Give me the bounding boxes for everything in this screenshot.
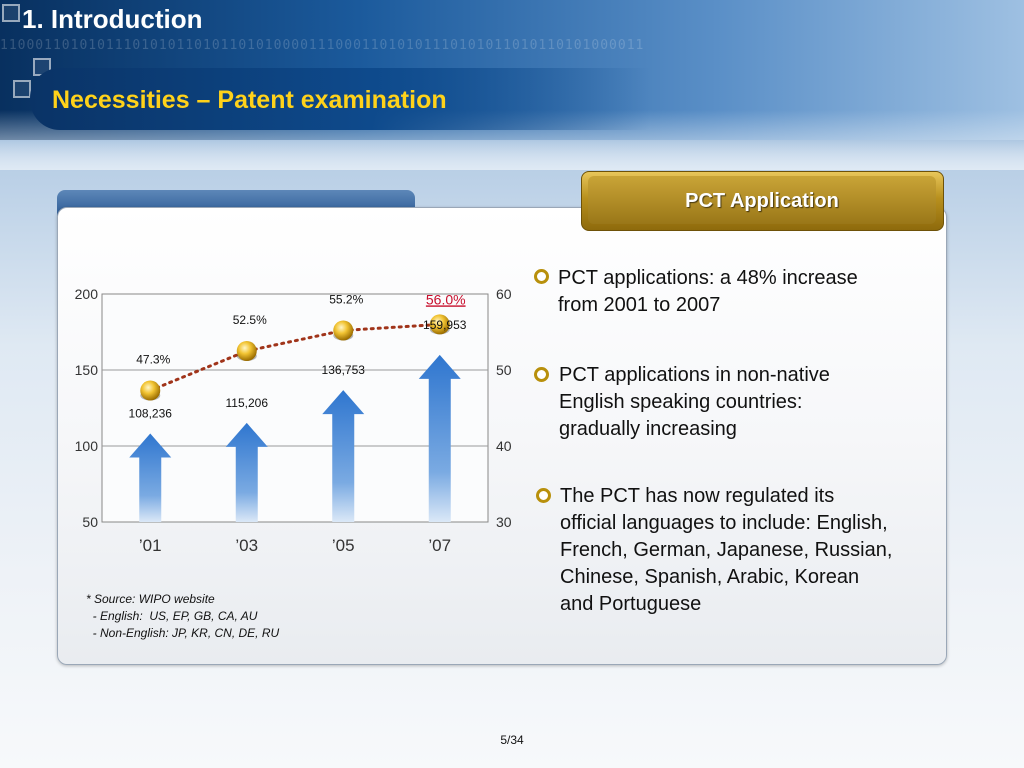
bullet-line: English speaking countries: [559, 391, 803, 413]
source-line: * Source: WIPO website [86, 592, 215, 606]
bullet-text: The PCT has now regulated its official l… [560, 483, 892, 618]
bullet-icon [534, 367, 549, 382]
bullet-line: official languages to include: English, [560, 512, 888, 534]
bullet-line: PCT applications: a 48% increase [558, 267, 858, 289]
right-axis-tick: 50 [496, 362, 512, 378]
page-number: 5/34 [500, 733, 524, 747]
bullet-line: and Portuguese [560, 593, 702, 615]
bullet-line: from 2001 to 2007 [558, 294, 721, 316]
right-axis-tick: 40 [496, 438, 512, 454]
page-subtitle: Necessities – Patent examination [52, 86, 447, 114]
source-line: - English: US, EP, GB, CA, AU [86, 609, 258, 623]
trend-line [148, 322, 442, 393]
trend-point-label: 47.3% [136, 353, 170, 367]
x-axis-tick: ’03 [235, 536, 258, 555]
trend-point [236, 341, 257, 361]
bullet-line: PCT applications in non-native [559, 364, 830, 386]
bar-value-label: 108,236 [129, 406, 173, 420]
trend-point [429, 314, 450, 335]
bullet-text: PCT applications in non-native English s… [559, 362, 830, 443]
bullet-line: gradually increasing [559, 418, 737, 440]
bar-value-label: 159,953 [423, 318, 467, 332]
trend-point [140, 380, 161, 401]
pct-tab-title: PCT Application [685, 190, 839, 212]
right-axis-tick: 60 [496, 286, 512, 302]
left-axis-tick: 150 [75, 362, 99, 378]
trend-point-label: 55.2% [329, 292, 363, 306]
bar-arrow [225, 422, 268, 522]
left-axis-tick: 50 [82, 514, 98, 530]
bullet-line: Chinese, Spanish, Arabic, Korean [560, 566, 860, 588]
right-axis-tick: 30 [496, 514, 512, 530]
deco-square [2, 4, 20, 22]
trend-point-label: 56.0% [426, 291, 466, 307]
x-axis-tick: ’07 [428, 536, 451, 555]
trend-point [333, 320, 354, 341]
bar-value-label: 136,753 [322, 363, 366, 377]
bar-value-label: 115,206 [226, 396, 269, 410]
left-axis-tick: 200 [75, 286, 99, 302]
left-axis-tick: 100 [75, 438, 99, 454]
bar-arrow [129, 433, 172, 522]
bullet-icon [536, 488, 551, 503]
bullet-line: French, German, Japanese, Russian, [560, 539, 893, 561]
bar-arrow [418, 354, 461, 522]
binary-decoration: 1100011010101110101011010110101000011100… [0, 38, 645, 53]
subtitle-bar [30, 68, 650, 130]
x-axis-tick: ’01 [139, 536, 162, 555]
source-line: - Non-English: JP, KR, CN, DE, RU [86, 626, 280, 640]
plot-area [101, 293, 489, 523]
bullet-icon [534, 269, 549, 284]
x-axis-tick: ’05 [332, 536, 355, 555]
trend-point-label: 52.5% [233, 313, 267, 327]
bar-arrow [322, 390, 365, 522]
section-title: 1. Introduction [22, 4, 203, 34]
source-note: * Source: WIPO website - English: US, EP… [86, 591, 279, 642]
bullet-text: PCT applications: a 48% increase from 20… [558, 265, 858, 319]
deco-square [13, 80, 31, 98]
pct-tab-inner [588, 176, 936, 224]
bullet-line: The PCT has now regulated its [560, 485, 835, 507]
